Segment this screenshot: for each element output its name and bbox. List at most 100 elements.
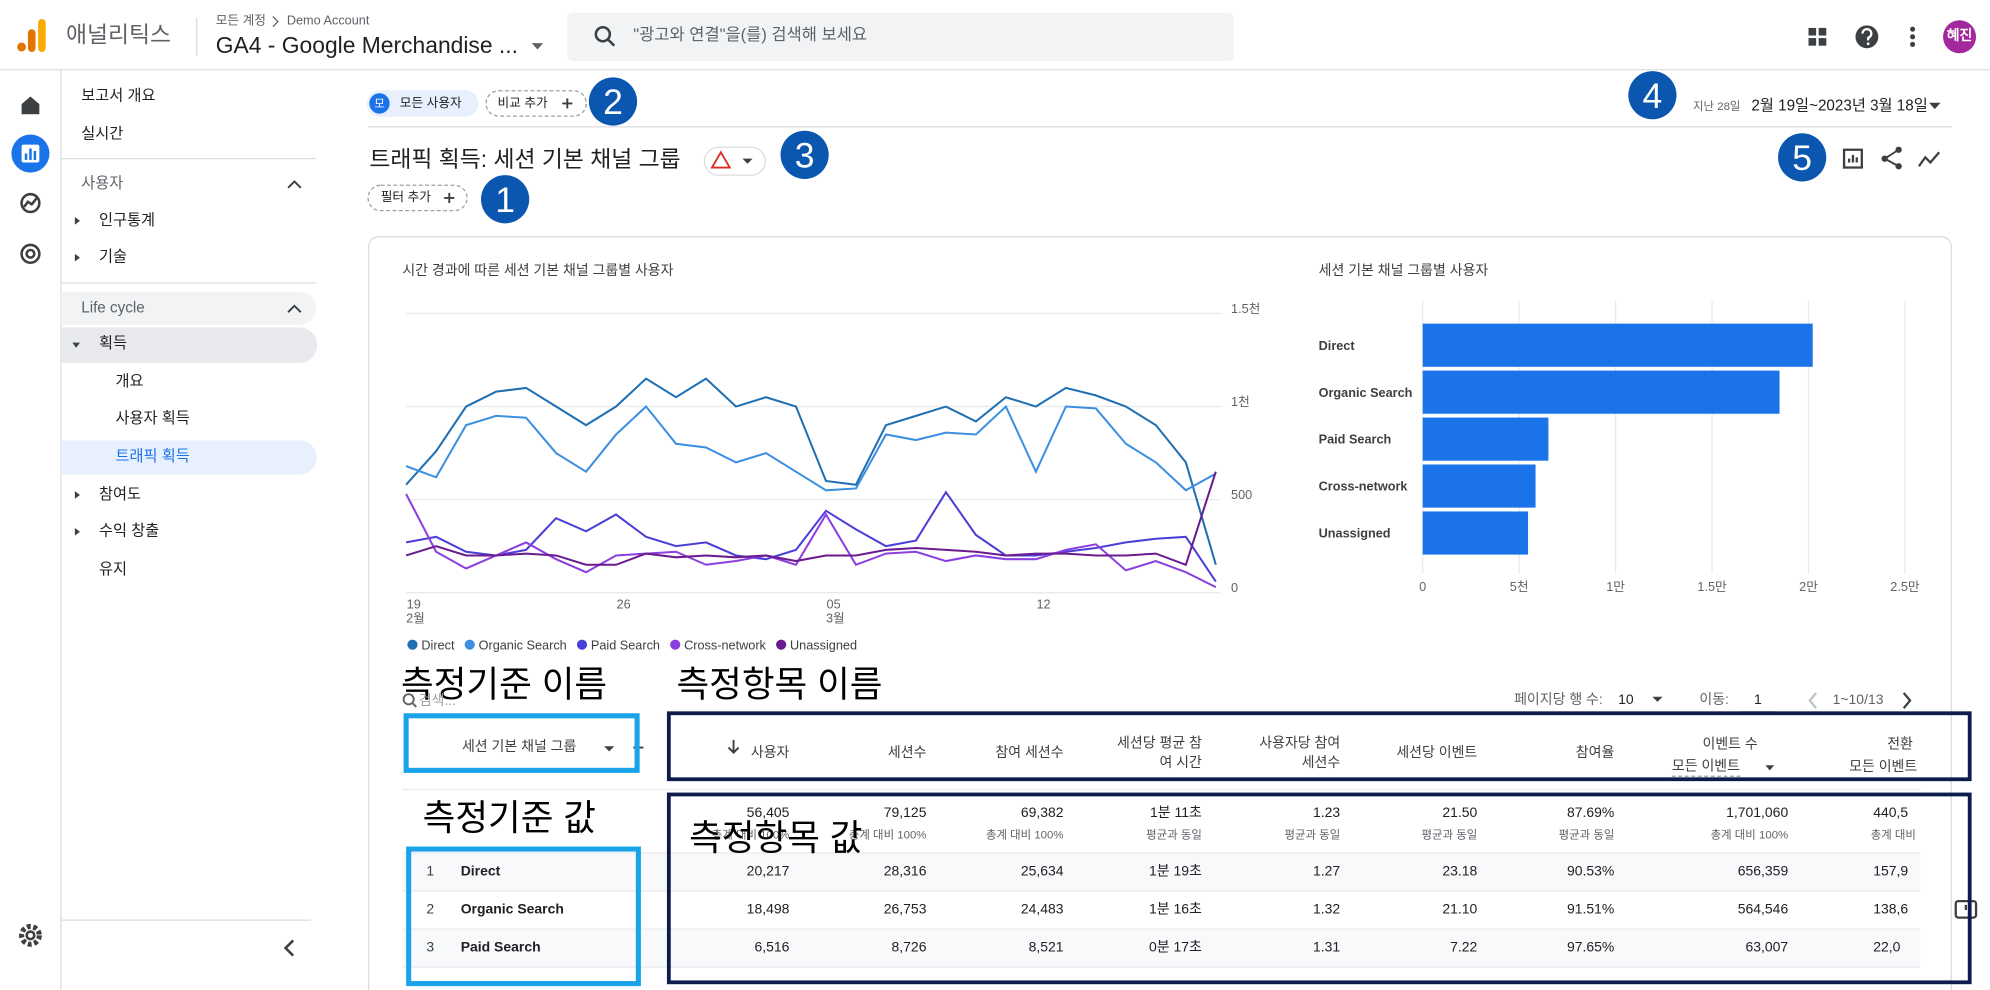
column-header[interactable]: 참여 세션수 (995, 745, 1064, 761)
warning-pill[interactable] (703, 146, 766, 176)
cell-value: 157,9 (1873, 863, 1909, 880)
nav-item[interactable]: 인구통계 (98, 210, 156, 229)
filter-button[interactable]: 필터 추가 (380, 190, 431, 205)
feedback-icon[interactable] (1954, 899, 1978, 919)
settings-icon[interactable] (19, 923, 42, 947)
nav-item[interactable]: 획득 (98, 333, 128, 352)
cell-value: 18,498 (746, 901, 790, 918)
next-page[interactable] (1902, 692, 1912, 709)
nav-section[interactable]: Life cycle (81, 298, 145, 317)
search-icon (594, 26, 616, 47)
total-note: 총계 대비 (1870, 828, 1916, 842)
cell-value: 138,6 (1873, 901, 1909, 918)
y-tick-label: 500 (1231, 488, 1252, 502)
line-series (405, 490, 1217, 583)
column-header[interactable]: 이벤트 수 (1702, 736, 1758, 753)
segment-name[interactable]: 모든 사용자 (399, 96, 462, 111)
line-series (405, 404, 1217, 492)
filter-pill[interactable] (367, 184, 468, 212)
search-box[interactable] (567, 12, 1234, 61)
column-header[interactable]: 사용자당 참여 세션수 (1259, 736, 1341, 771)
nav-subitem[interactable]: 사용자 획득 (115, 408, 190, 427)
nav-item[interactable]: 보고서 개요 (81, 86, 156, 105)
x-tick-label: 05 (827, 598, 841, 612)
legend-swatch (464, 639, 475, 650)
collapse-sidebar[interactable] (283, 939, 295, 957)
total-value: 69,382 (1020, 805, 1064, 821)
nav-item[interactable]: 실시간 (81, 124, 124, 143)
x-tick-label: 19 (407, 598, 421, 612)
row-rank: 3 (426, 940, 435, 956)
column-header[interactable]: 전환 (1887, 736, 1913, 753)
segment-pill[interactable] (366, 90, 479, 117)
dropdown-icon[interactable] (1765, 765, 1775, 771)
column-subheader[interactable]: 모든 이벤트 (1671, 759, 1740, 777)
nav-section[interactable]: 사용자 (81, 174, 124, 192)
dropdown-icon[interactable] (604, 746, 615, 752)
nav-item[interactable]: 유지 (98, 559, 128, 578)
avatar-text: 혜진 (1946, 28, 1973, 45)
charts: 0 500 1천 1.5천 19 26 05 12 2월 3월 Direct Organic Sear… (405, 300, 1920, 652)
column-subheader[interactable]: 모든 이벤트 (1849, 759, 1918, 776)
collapse-icon[interactable] (287, 304, 302, 313)
nav-subitem[interactable]: 개요 (115, 371, 144, 390)
highlight-boxes (403, 711, 1972, 987)
dropdown-icon[interactable] (531, 43, 544, 50)
goto-page[interactable]: 1 (1753, 692, 1762, 708)
page-range: 1~10/13 (1832, 692, 1884, 708)
category-label: Unassigned (1319, 527, 1391, 541)
nav-item[interactable]: 수익 창출 (98, 521, 160, 540)
sort-icon[interactable] (727, 739, 740, 754)
help-icon[interactable] (1855, 25, 1879, 49)
breadcrumb[interactable]: Demo Account (286, 14, 370, 29)
row-name[interactable]: Direct (460, 863, 501, 880)
row-name[interactable]: Paid Search (460, 940, 541, 956)
y-tick-label: 1천 (1231, 395, 1250, 409)
explore-icon[interactable] (20, 192, 41, 214)
dimension-header[interactable]: 세션 기본 채널 그룹 (461, 739, 577, 755)
line-series (405, 377, 1217, 566)
dropdown-icon[interactable] (1652, 696, 1663, 702)
reports-icon[interactable] (11, 134, 50, 173)
column-header[interactable]: 사용자 (750, 745, 790, 761)
rows-per-page[interactable]: 10 (1618, 692, 1634, 708)
plus-icon (444, 192, 455, 204)
collapse-icon[interactable] (287, 180, 302, 189)
column-header[interactable]: 세션당 이벤트 (1396, 745, 1478, 761)
total-value: 440,5 (1873, 805, 1909, 821)
table-search[interactable]: 검색... (418, 693, 457, 710)
cell-value: 24,483 (1020, 901, 1064, 918)
total-note: 총계 대비 100% (848, 828, 927, 842)
property-name[interactable]: GA4 - Google Merchandise ... (215, 32, 518, 58)
row-name[interactable]: Organic Search (460, 901, 564, 918)
column-header[interactable]: 세션수 (887, 745, 927, 761)
dropdown-icon[interactable] (1929, 102, 1941, 110)
insights-icon[interactable] (1917, 151, 1941, 167)
legend-swatch (576, 639, 588, 650)
app-name: 애널리틱스 (65, 22, 172, 48)
total-value: 56,405 (746, 805, 790, 821)
nav-item[interactable]: 참여도 (98, 484, 142, 503)
prev-page[interactable] (1808, 692, 1818, 709)
share-icon[interactable] (1881, 146, 1902, 170)
apps-icon[interactable] (1808, 27, 1827, 46)
date-range[interactable]: 2월 19일~2023년 3월 18일 (1751, 96, 1928, 115)
legend-label: Cross-network (684, 638, 766, 652)
column-header[interactable]: 세션당 평균 참여 시간 (1117, 736, 1202, 771)
dropdown-icon (742, 158, 753, 164)
callout-number: 2 (603, 82, 623, 122)
category-label: Paid Search (1319, 433, 1392, 447)
column-header[interactable]: 참여율 (1575, 745, 1615, 761)
avatar[interactable] (1943, 20, 1977, 54)
home-icon[interactable] (21, 96, 40, 115)
expand-icons[interactable] (72, 217, 80, 536)
cell-value: 8,521 (1028, 940, 1064, 956)
customize-icon[interactable] (1842, 148, 1863, 169)
row-band (402, 929, 1921, 968)
nav-subitem[interactable]: 트래픽 획득 (115, 446, 190, 465)
more-icon[interactable] (1910, 26, 1916, 47)
advertising-icon[interactable] (20, 243, 41, 264)
compare-button[interactable]: 비교 추가 (497, 96, 548, 111)
breadcrumb[interactable]: 모든 계정 (215, 14, 267, 29)
nav-item[interactable]: 기술 (98, 247, 128, 266)
